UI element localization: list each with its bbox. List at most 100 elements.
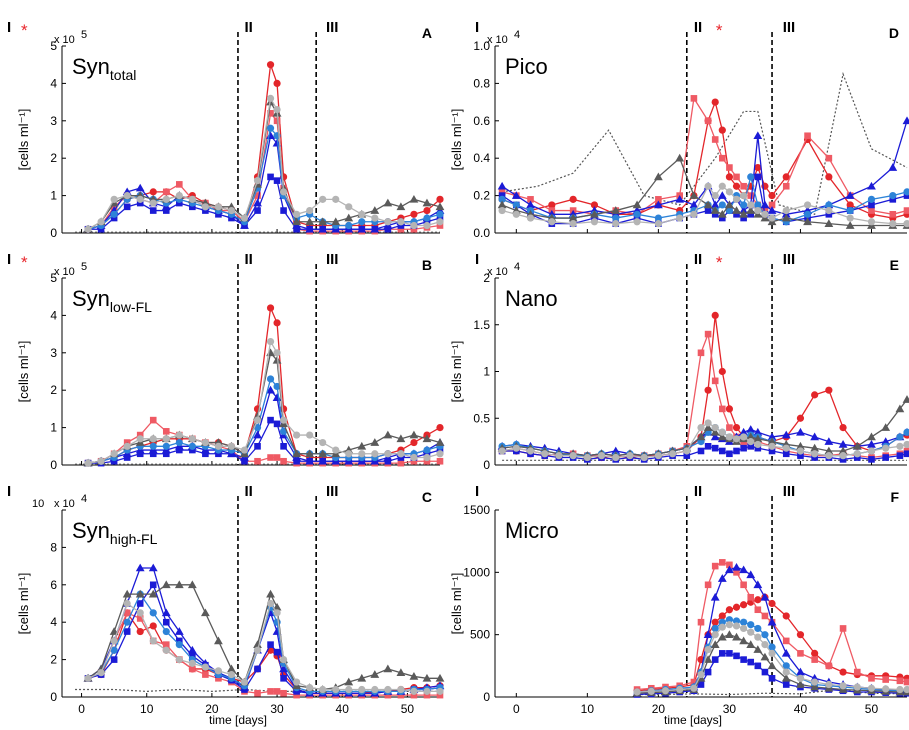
data-point [162, 435, 170, 443]
data-point [409, 194, 419, 203]
series-red-square [633, 559, 909, 693]
data-point [149, 609, 157, 617]
data-point [162, 450, 170, 458]
data-point [711, 211, 719, 218]
data-point [760, 200, 770, 209]
data-point [725, 188, 734, 196]
data-point [590, 209, 599, 218]
reference-dotted-series [637, 688, 908, 696]
data-point [733, 569, 740, 576]
data-point [633, 218, 641, 226]
data-point [803, 201, 812, 209]
data-point [640, 453, 648, 462]
data-point [881, 437, 891, 445]
data-point [410, 438, 418, 447]
data-point [725, 606, 734, 614]
data-point [266, 304, 275, 312]
data-point [254, 192, 261, 199]
data-point [149, 637, 157, 645]
data-point [740, 618, 748, 626]
data-point [740, 182, 747, 190]
data-point [825, 173, 833, 181]
data-point [228, 450, 235, 458]
data-point [397, 459, 405, 467]
data-point [811, 678, 819, 686]
data-point [548, 218, 556, 226]
data-point [725, 173, 734, 181]
data-point [782, 668, 790, 676]
data-point [889, 211, 897, 218]
data-point [267, 688, 274, 695]
series-gray-circle [84, 94, 444, 233]
data-point [710, 432, 720, 441]
data-point [781, 430, 791, 439]
data-point [868, 207, 875, 214]
data-point [149, 581, 157, 589]
data-point [753, 427, 763, 436]
data-point [903, 220, 909, 228]
data-point [370, 438, 380, 446]
data-point [747, 438, 755, 446]
data-point [753, 131, 763, 140]
data-point [162, 442, 170, 450]
data-point [175, 431, 183, 439]
data-point [711, 377, 719, 385]
data-point [266, 337, 275, 346]
data-point [882, 444, 890, 452]
panel-letter: C [422, 489, 432, 505]
data-point [711, 311, 719, 319]
series-red-square [84, 609, 444, 699]
data-point [690, 684, 698, 692]
data-point [782, 450, 790, 458]
data-point [149, 188, 157, 196]
x-tick-label: 0 [513, 702, 520, 716]
data-point [272, 355, 282, 364]
data-point [747, 211, 755, 218]
y-axis-label: [cells ml⁻¹] [16, 109, 31, 171]
data-point [397, 222, 405, 229]
data-point [214, 667, 223, 675]
data-point [136, 627, 144, 636]
y-tick-label: 0 [50, 226, 57, 240]
data-point [889, 196, 897, 203]
data-point [306, 431, 314, 439]
data-point [273, 648, 281, 656]
data-point [796, 631, 805, 639]
data-point [839, 625, 847, 632]
data-point [149, 416, 157, 424]
data-point [811, 649, 819, 657]
y-tick-label: 0.6 [473, 114, 490, 128]
data-point [306, 206, 314, 215]
data-point [902, 395, 909, 403]
data-point [690, 678, 698, 686]
data-point [188, 659, 196, 667]
data-point [280, 675, 287, 682]
data-point [719, 154, 726, 162]
data-point [718, 367, 726, 376]
data-point [383, 430, 393, 439]
y-tick-label: 500 [470, 628, 490, 642]
data-point [435, 673, 445, 682]
data-point [136, 435, 144, 443]
data-point [410, 457, 418, 465]
data-point [732, 632, 741, 641]
y-axis-label: [cells ml⁻¹] [16, 573, 31, 635]
period-label: II [694, 483, 702, 500]
data-point [845, 191, 855, 199]
data-point [867, 440, 876, 448]
data-point [410, 225, 418, 233]
data-point [796, 427, 805, 436]
data-point [725, 433, 734, 441]
data-point [704, 419, 712, 427]
data-point [768, 649, 776, 657]
data-point [717, 432, 727, 441]
data-point [896, 685, 904, 694]
y-tick-label: 0.4 [473, 151, 490, 165]
data-point [358, 218, 366, 226]
data-point [732, 435, 741, 443]
data-point [175, 438, 183, 447]
data-point [703, 423, 713, 431]
data-point [853, 668, 861, 676]
